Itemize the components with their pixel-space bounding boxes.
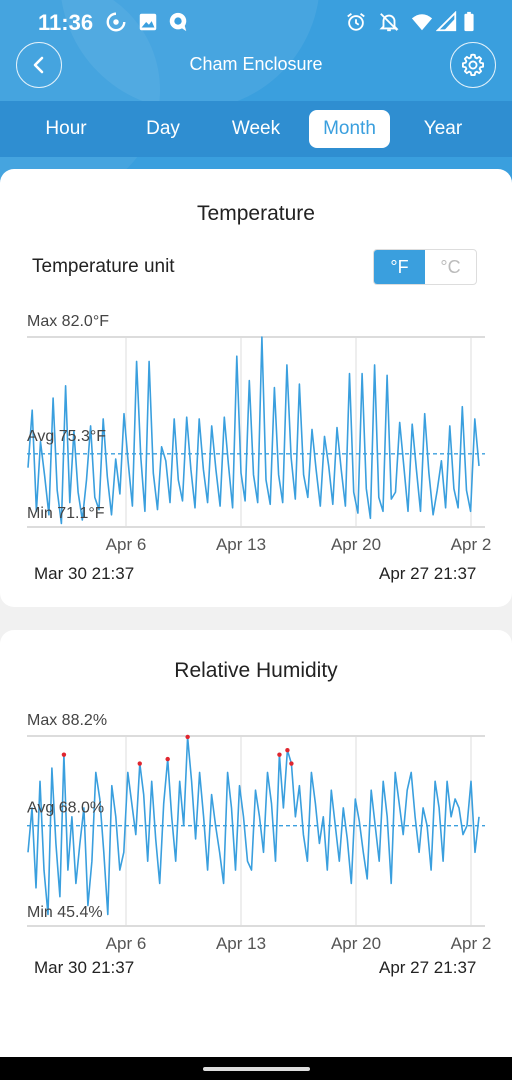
notifications-off-icon <box>379 13 399 32</box>
temperature-title: Temperature <box>197 202 315 225</box>
humidity-range-start: Mar 30 21:37 <box>34 958 135 977</box>
alarm-icon <box>347 13 365 31</box>
high-alert-point <box>185 734 190 740</box>
status-time: 11:36 <box>38 10 94 35</box>
tab-month[interactable]: Month <box>309 110 390 148</box>
x-tick-label: Apr 6 <box>106 535 147 554</box>
max-label: Max 82.0°F <box>27 313 109 330</box>
humidity-range-end: Apr 27 21:37 <box>379 958 477 977</box>
x-tick-label: Apr 13 <box>216 934 266 953</box>
humidity-card: Relative Humidity Apr 6 Apr 13 Apr 20 Apr 2… <box>0 630 512 1070</box>
chat-icon <box>169 12 187 32</box>
sync-icon <box>106 12 126 32</box>
series-line <box>27 736 480 916</box>
high-alert-point <box>289 761 294 766</box>
back-button[interactable] <box>16 42 62 88</box>
high-alert-point <box>285 748 290 753</box>
app-header: 11:36 Cham Enclosure <box>0 0 512 200</box>
period-tab-bar: Hour Day Week Month Year <box>0 101 512 157</box>
max-label: Max 88.2% <box>27 712 107 729</box>
x-tick-label: Apr 13 <box>216 535 266 554</box>
settings-button[interactable] <box>450 42 496 88</box>
x-tick-label: Apr 2 <box>451 934 492 953</box>
high-alert-point <box>165 756 170 762</box>
tab-year[interactable]: Year <box>423 118 463 139</box>
unit-celsius-button[interactable]: °C <box>440 257 461 277</box>
signal-icon <box>436 11 457 32</box>
wifi-icon <box>411 14 433 31</box>
status-bar: 11:36 <box>0 0 512 44</box>
image-icon <box>139 13 157 31</box>
unit-fahrenheit-button[interactable]: °F <box>374 250 425 284</box>
humidity-chart: Apr 6 Apr 13 Apr 20 Apr 2 Max 88.2% Avg 68.0%… <box>27 712 492 953</box>
avg-label: Avg 68.0% <box>27 800 104 817</box>
tab-day[interactable]: Day <box>146 118 180 139</box>
high-alert-point <box>137 761 142 766</box>
tab-hour[interactable]: Hour <box>45 118 87 139</box>
x-tick-label: Apr 2 <box>451 535 492 554</box>
x-tick-label: Apr 6 <box>106 934 147 953</box>
back-arrow-icon <box>33 56 44 74</box>
tab-week[interactable]: Week <box>231 118 281 139</box>
series-line <box>27 336 480 525</box>
temperature-unit-label: Temperature unit <box>32 256 175 277</box>
temperature-range-end: Apr 27 21:37 <box>379 564 477 583</box>
page-title: Cham Enclosure <box>189 54 323 74</box>
humidity-title: Relative Humidity <box>174 659 338 682</box>
battery-icon <box>464 11 474 32</box>
title-bar: Cham Enclosure <box>0 42 512 90</box>
temperature-card: Temperature Temperature unit °F °C Apr 6… <box>0 169 512 607</box>
min-label: Min 45.4% <box>27 904 103 921</box>
unit-toggle: °F °C <box>373 249 477 285</box>
system-nav-bar <box>0 1057 512 1080</box>
temperature-range-start: Mar 30 21:37 <box>34 564 135 583</box>
high-alert-point <box>277 752 282 757</box>
min-label: Min 71.1°F <box>27 505 105 522</box>
home-gesture-handle[interactable] <box>203 1067 310 1071</box>
temperature-chart: Apr 6 Apr 13 Apr 20 Apr 2 Max 82.0°F Avg 75.3… <box>27 313 492 554</box>
avg-label: Avg 75.3°F <box>27 428 106 445</box>
x-tick-label: Apr 20 <box>331 934 381 953</box>
x-tick-label: Apr 20 <box>331 535 381 554</box>
high-alert-point <box>61 752 67 757</box>
gear-icon <box>462 53 484 76</box>
